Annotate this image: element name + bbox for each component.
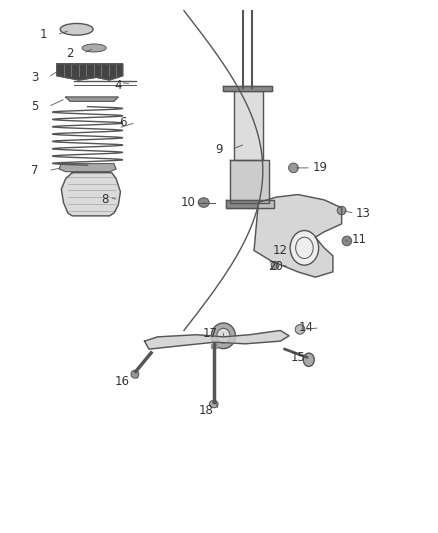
Ellipse shape bbox=[271, 262, 279, 270]
Polygon shape bbox=[59, 164, 116, 172]
Text: 10: 10 bbox=[181, 196, 196, 209]
Text: 15: 15 bbox=[290, 351, 305, 364]
Ellipse shape bbox=[342, 236, 352, 246]
Ellipse shape bbox=[217, 328, 230, 343]
Polygon shape bbox=[66, 97, 118, 101]
Ellipse shape bbox=[295, 325, 305, 334]
Text: 9: 9 bbox=[215, 143, 223, 156]
Text: 20: 20 bbox=[268, 260, 283, 273]
Ellipse shape bbox=[60, 23, 93, 35]
Text: 19: 19 bbox=[312, 161, 327, 174]
Text: 14: 14 bbox=[299, 321, 314, 334]
Ellipse shape bbox=[289, 163, 298, 173]
Text: 4: 4 bbox=[114, 79, 122, 92]
Ellipse shape bbox=[209, 400, 218, 408]
Ellipse shape bbox=[131, 370, 139, 378]
Polygon shape bbox=[230, 160, 269, 203]
Text: 17: 17 bbox=[203, 327, 218, 340]
Polygon shape bbox=[211, 344, 217, 348]
Text: 12: 12 bbox=[273, 244, 288, 257]
Polygon shape bbox=[226, 200, 274, 208]
Text: 2: 2 bbox=[66, 47, 74, 60]
Text: 13: 13 bbox=[356, 207, 371, 220]
Polygon shape bbox=[234, 91, 263, 160]
Text: 3: 3 bbox=[32, 71, 39, 84]
Text: 6: 6 bbox=[119, 116, 127, 129]
Ellipse shape bbox=[290, 230, 318, 265]
Polygon shape bbox=[57, 64, 123, 80]
Text: 1: 1 bbox=[40, 28, 48, 41]
Text: 8: 8 bbox=[102, 193, 109, 206]
Polygon shape bbox=[61, 173, 120, 216]
Polygon shape bbox=[223, 86, 272, 91]
Polygon shape bbox=[254, 195, 342, 277]
Ellipse shape bbox=[82, 44, 106, 52]
Ellipse shape bbox=[337, 206, 346, 215]
Ellipse shape bbox=[198, 198, 209, 207]
Text: 7: 7 bbox=[31, 164, 39, 177]
Ellipse shape bbox=[211, 323, 236, 349]
Polygon shape bbox=[145, 330, 289, 349]
Text: 16: 16 bbox=[115, 375, 130, 387]
Text: 11: 11 bbox=[352, 233, 367, 246]
Ellipse shape bbox=[303, 353, 314, 367]
Text: 18: 18 bbox=[198, 404, 213, 417]
Text: 5: 5 bbox=[32, 100, 39, 113]
